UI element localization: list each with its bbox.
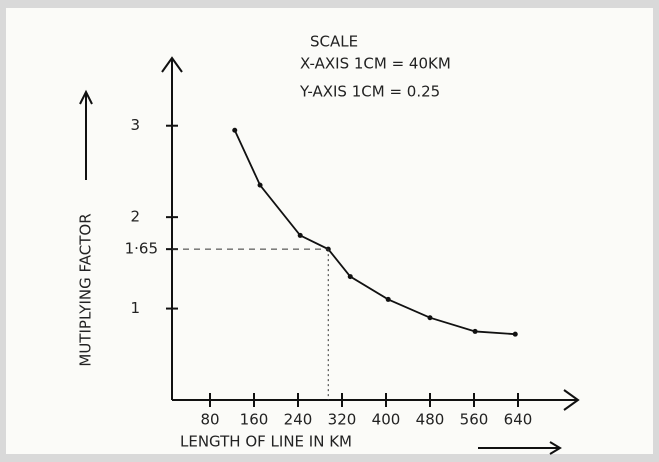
point — [347, 274, 353, 280]
point — [427, 315, 433, 321]
point — [472, 328, 478, 334]
x-tick-label: 560 — [460, 411, 489, 429]
x-axis-title: LENGTH OF LINE IN KM — [180, 433, 352, 451]
x-tick-label: 400 — [372, 411, 401, 429]
point — [297, 232, 303, 238]
x-tick-label: 80 — [200, 411, 219, 429]
x-tick-label: 160 — [240, 411, 269, 429]
annotation: X-AXIS 1CM = 40KM — [300, 55, 451, 73]
y-tick-label: 1 — [130, 299, 140, 317]
point — [385, 296, 391, 302]
arrow — [79, 89, 93, 180]
x-tick-label: 240 — [284, 411, 313, 429]
paper — [6, 8, 653, 454]
point — [512, 331, 518, 337]
annotation: Y-AXIS 1CM = 0.25 — [299, 83, 440, 101]
x-axis — [172, 389, 580, 411]
y-tick-label: 3 — [130, 116, 140, 134]
annotation: SCALE — [310, 33, 358, 51]
y-tick-label: 1·65 — [125, 240, 158, 258]
x-tick-label: 480 — [416, 411, 445, 429]
arrow — [478, 441, 562, 455]
point — [232, 127, 238, 133]
x-tick-label: 320 — [328, 411, 357, 429]
y-axis-title: MUTIPLYING FACTOR — [77, 213, 95, 366]
y-axis — [161, 56, 183, 400]
x-tick-label: 640 — [504, 411, 533, 429]
point — [257, 182, 263, 188]
y-tick-label: 2 — [130, 208, 140, 226]
